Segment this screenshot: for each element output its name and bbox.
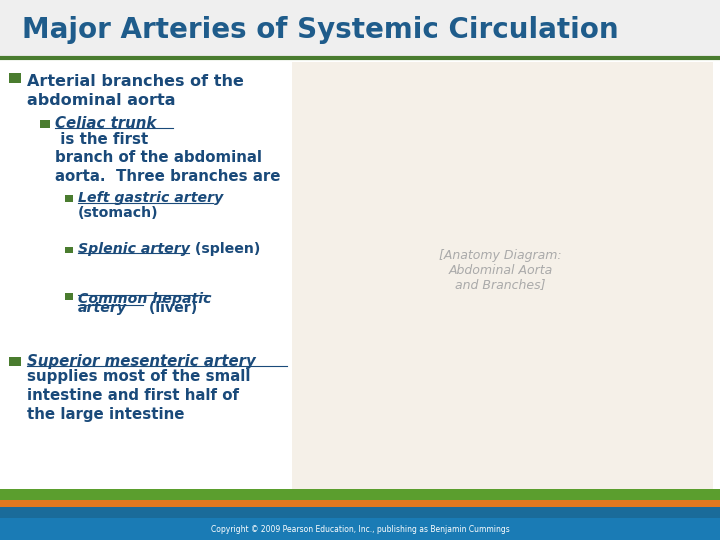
- FancyBboxPatch shape: [0, 489, 720, 500]
- FancyBboxPatch shape: [292, 62, 713, 489]
- Text: Superior mesenteric artery: Superior mesenteric artery: [27, 354, 256, 369]
- Text: Copyright © 2009 Pearson Education, Inc., publishing as Benjamin Cummings: Copyright © 2009 Pearson Education, Inc.…: [211, 525, 509, 534]
- Text: (liver): (liver): [144, 301, 197, 315]
- Text: artery: artery: [78, 301, 127, 315]
- FancyBboxPatch shape: [0, 500, 720, 507]
- Text: Major Arteries of Systemic Circulation: Major Arteries of Systemic Circulation: [22, 16, 618, 44]
- Text: (spleen): (spleen): [190, 242, 261, 256]
- Bar: [9, 73, 21, 83]
- FancyBboxPatch shape: [0, 507, 720, 518]
- Bar: [65, 195, 73, 202]
- Text: (stomach): (stomach): [78, 206, 158, 220]
- Text: Common hepatic: Common hepatic: [78, 292, 211, 306]
- Text: [Anatomy Diagram:
Abdominal Aorta
and Branches]: [Anatomy Diagram: Abdominal Aorta and Br…: [439, 248, 562, 292]
- Text: Arterial branches of the
abdominal aorta: Arterial branches of the abdominal aorta: [27, 74, 244, 107]
- Text: Splenic artery: Splenic artery: [78, 242, 190, 256]
- Bar: [9, 357, 21, 366]
- Text: Celiac trunk: Celiac trunk: [55, 116, 157, 131]
- FancyBboxPatch shape: [0, 518, 720, 540]
- Text: supplies most of the small
intestine and first half of
the large intestine: supplies most of the small intestine and…: [27, 369, 251, 422]
- Bar: [65, 247, 73, 253]
- Bar: [65, 293, 73, 300]
- Bar: [40, 120, 50, 128]
- Text: Left gastric artery: Left gastric artery: [78, 191, 223, 205]
- Text: is the first
branch of the abdominal
aorta.  Three branches are: is the first branch of the abdominal aor…: [55, 132, 281, 184]
- FancyBboxPatch shape: [0, 0, 720, 57]
